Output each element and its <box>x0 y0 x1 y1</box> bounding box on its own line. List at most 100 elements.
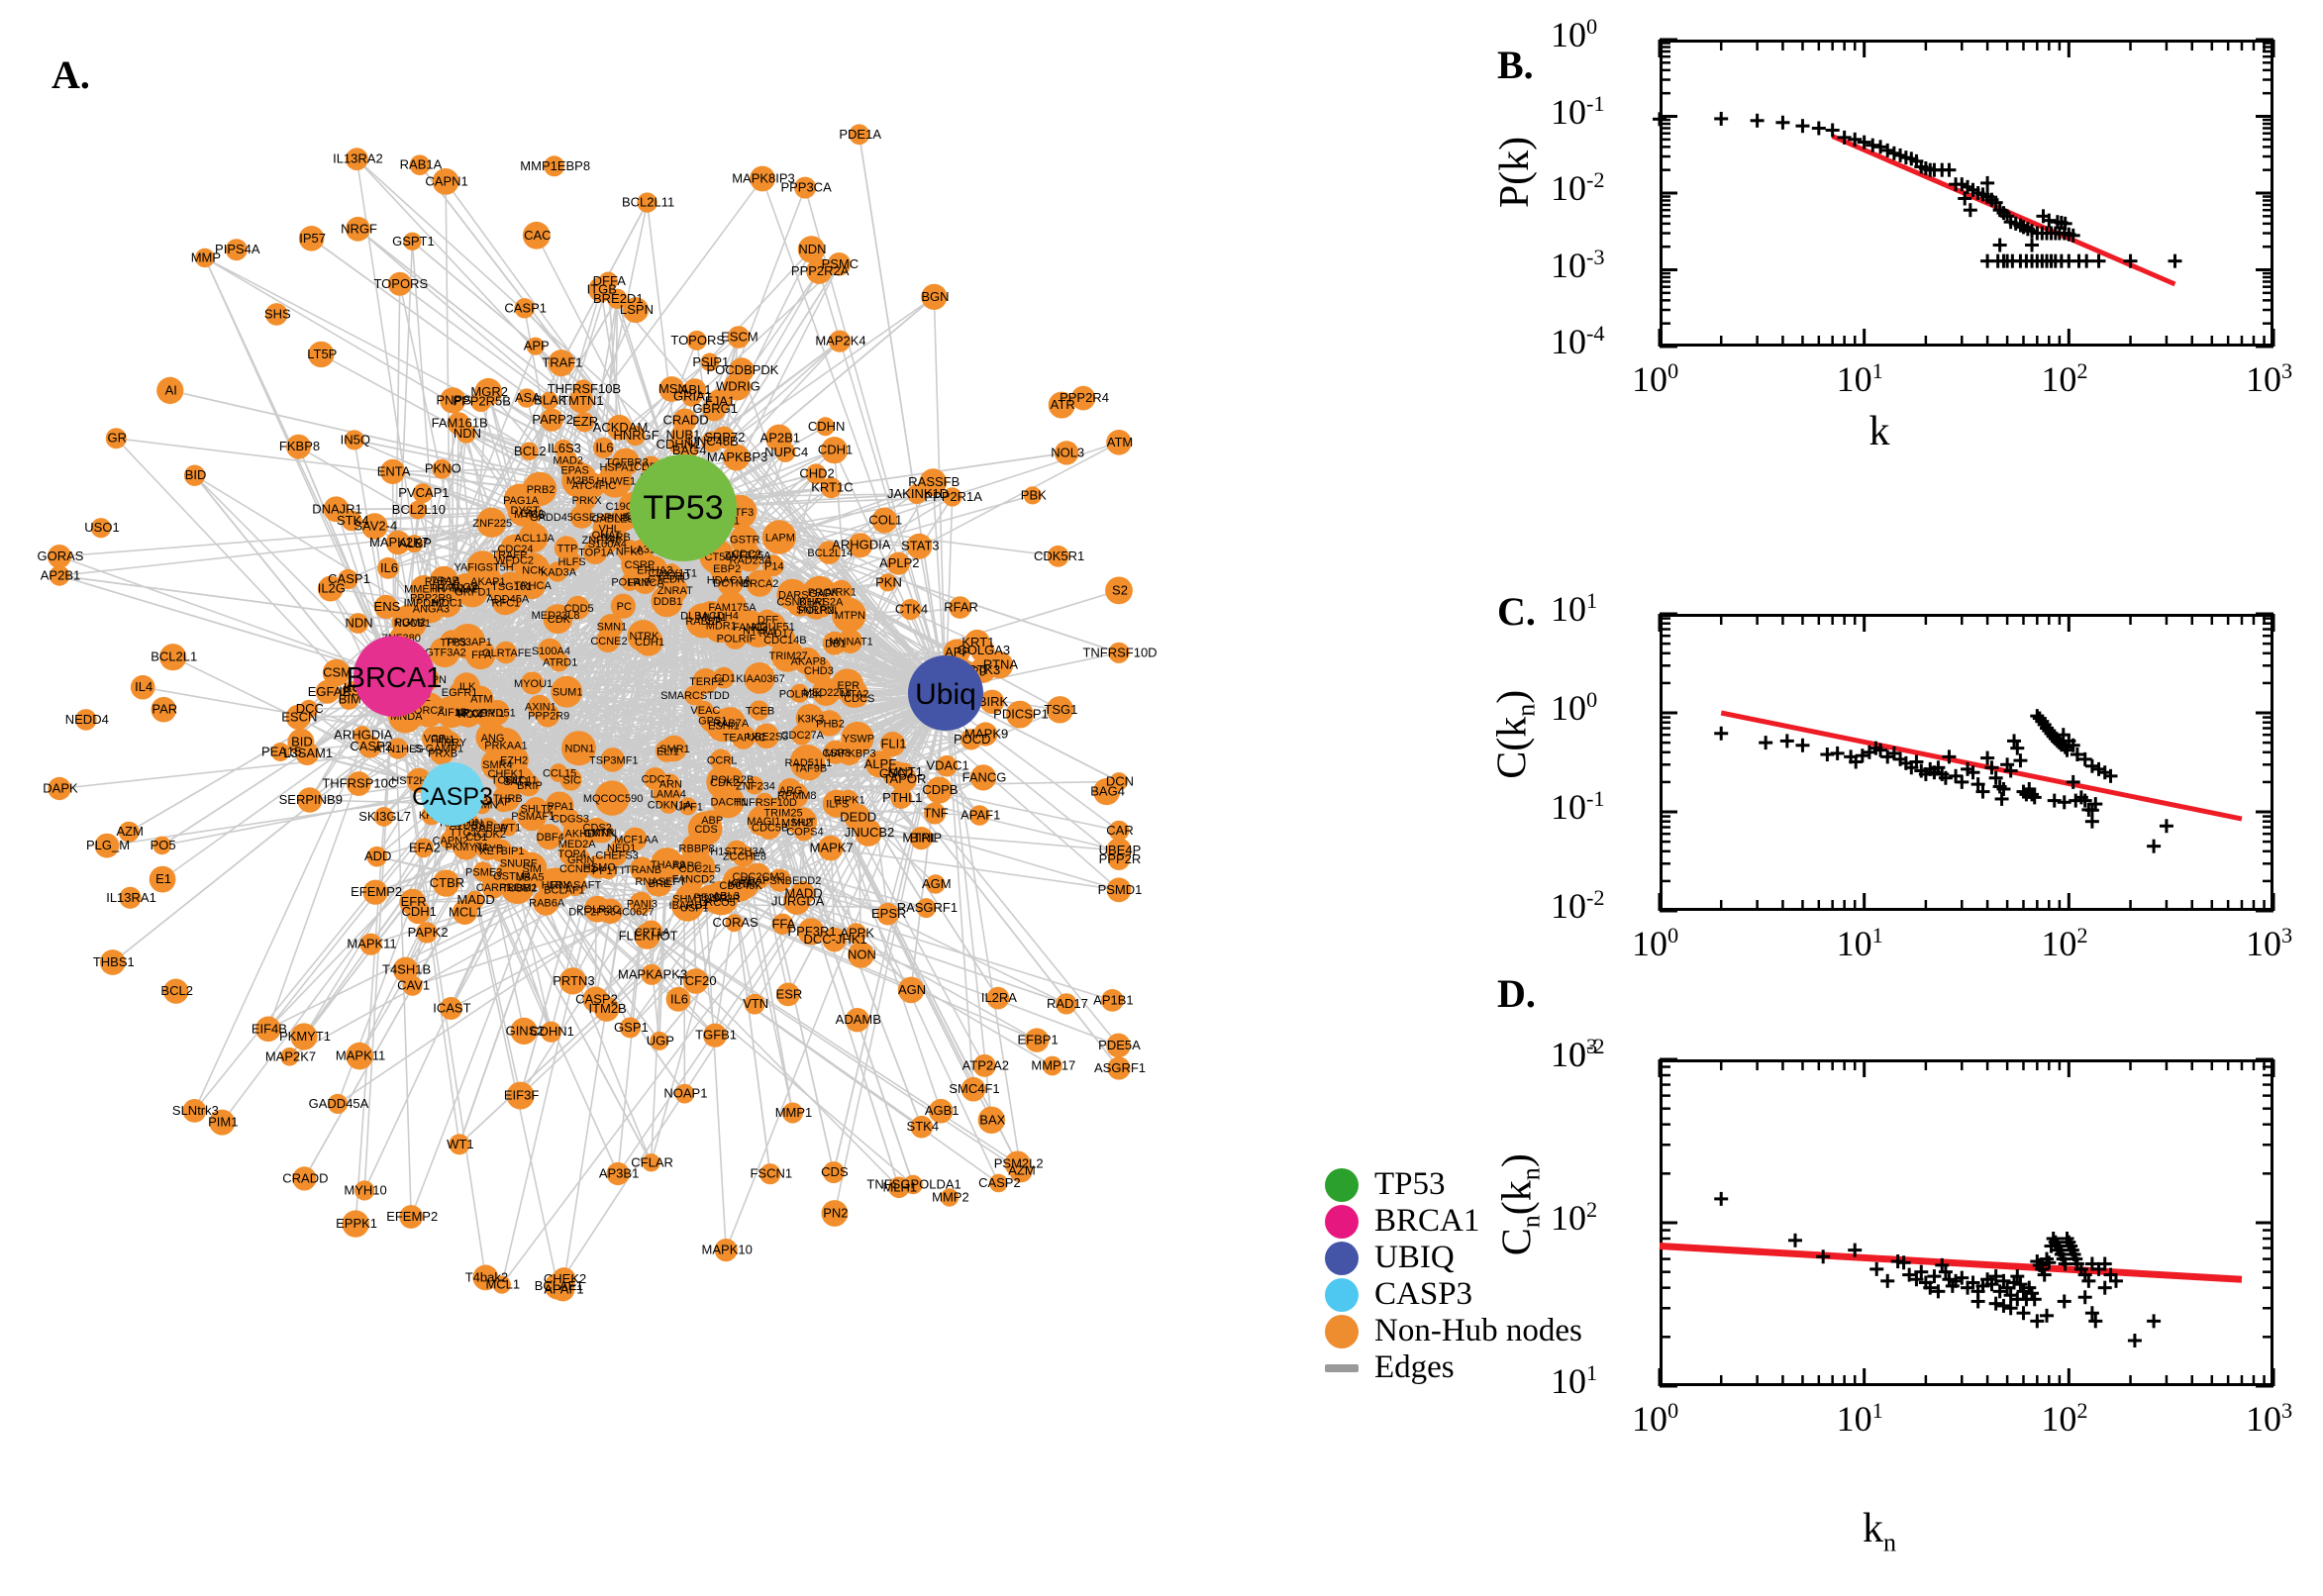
network-node[interactable] <box>373 594 398 620</box>
network-node[interactable] <box>916 898 937 919</box>
network-node[interactable] <box>562 816 596 849</box>
network-node[interactable] <box>344 430 364 450</box>
network-node[interactable] <box>767 868 792 892</box>
network-node[interactable] <box>75 709 97 731</box>
network-node[interactable] <box>554 536 579 560</box>
network-node[interactable] <box>604 844 628 866</box>
network-node[interactable] <box>789 745 826 780</box>
network-node[interactable] <box>163 978 189 1004</box>
network-node[interactable] <box>924 802 947 825</box>
network-node[interactable] <box>1093 778 1121 806</box>
network-node[interactable] <box>817 835 844 861</box>
network-node[interactable] <box>960 1076 986 1102</box>
hub-node-casp3[interactable] <box>421 762 484 826</box>
network-node[interactable] <box>1108 820 1130 842</box>
network-node[interactable] <box>906 533 933 559</box>
network-node[interactable] <box>373 807 394 827</box>
network-node[interactable] <box>414 838 434 858</box>
network-node[interactable] <box>629 891 654 915</box>
network-node[interactable] <box>583 895 611 923</box>
network-node[interactable] <box>598 271 618 291</box>
network-node[interactable] <box>816 417 836 437</box>
network-node[interactable] <box>713 666 735 689</box>
network-node[interactable] <box>805 463 827 485</box>
network-node[interactable] <box>346 1042 373 1070</box>
network-node[interactable] <box>90 518 112 539</box>
network-node[interactable] <box>848 533 873 558</box>
network-node[interactable] <box>298 226 325 251</box>
network-node[interactable] <box>265 303 288 326</box>
network-node[interactable] <box>821 437 849 464</box>
network-node[interactable] <box>551 675 583 708</box>
network-node[interactable] <box>972 1053 996 1077</box>
network-node[interactable] <box>684 898 703 917</box>
network-node[interactable] <box>465 890 485 910</box>
network-node[interactable] <box>315 679 340 704</box>
network-node[interactable] <box>750 165 775 192</box>
network-node[interactable] <box>641 963 662 985</box>
network-node[interactable] <box>1107 1056 1131 1080</box>
network-node[interactable] <box>1106 430 1132 455</box>
network-node[interactable] <box>714 707 746 739</box>
network-node[interactable] <box>449 1134 470 1155</box>
network-node[interactable] <box>456 575 488 608</box>
network-node[interactable] <box>714 1239 738 1262</box>
network-node[interactable] <box>821 1200 849 1227</box>
network-node[interactable] <box>839 789 858 809</box>
network-node[interactable] <box>680 866 705 891</box>
network-node[interactable] <box>1070 385 1096 411</box>
network-node[interactable] <box>346 771 371 796</box>
network-node[interactable] <box>782 1102 803 1124</box>
network-node[interactable] <box>526 337 545 355</box>
network-node[interactable] <box>726 840 749 862</box>
network-node[interactable] <box>536 703 560 728</box>
network-node[interactable] <box>532 889 559 916</box>
network-node[interactable] <box>703 1023 728 1047</box>
network-node[interactable] <box>832 597 866 633</box>
network-node[interactable] <box>348 613 368 634</box>
network-node[interactable] <box>412 483 433 504</box>
network-node[interactable] <box>630 856 655 882</box>
network-node[interactable] <box>1101 989 1124 1012</box>
network-node[interactable] <box>617 539 641 563</box>
network-node[interactable] <box>543 604 573 634</box>
network-node[interactable] <box>346 148 368 171</box>
network-node[interactable] <box>943 487 962 507</box>
network-node[interactable] <box>746 569 773 597</box>
network-node[interactable] <box>339 689 359 710</box>
network-node[interactable] <box>606 414 633 441</box>
network-node[interactable] <box>432 458 453 479</box>
network-node[interactable] <box>940 1188 960 1207</box>
network-node[interactable] <box>432 869 460 897</box>
network-node[interactable] <box>408 500 428 520</box>
network-node[interactable] <box>977 1106 1005 1135</box>
network-node[interactable] <box>709 748 733 771</box>
network-node[interactable] <box>544 155 565 177</box>
network-node[interactable] <box>391 604 428 640</box>
network-node[interactable] <box>820 477 842 499</box>
network-node[interactable] <box>593 996 620 1022</box>
network-node[interactable] <box>949 596 971 619</box>
network-node[interactable] <box>494 641 518 664</box>
network-node[interactable] <box>1023 486 1042 505</box>
network-node[interactable] <box>1105 576 1133 605</box>
network-node[interactable] <box>1106 1033 1131 1058</box>
network-node[interactable] <box>712 426 735 449</box>
network-node[interactable] <box>286 434 311 459</box>
network-node[interactable] <box>633 569 657 594</box>
network-node[interactable] <box>409 154 431 175</box>
network-node[interactable] <box>1046 696 1074 724</box>
network-node[interactable] <box>634 923 660 949</box>
network-node[interactable] <box>598 614 624 640</box>
network-node[interactable] <box>280 1047 299 1066</box>
network-node[interactable] <box>871 507 898 534</box>
network-node[interactable] <box>913 828 934 848</box>
network-node[interactable] <box>926 874 946 894</box>
network-node[interactable] <box>366 846 388 867</box>
network-node[interactable] <box>270 743 290 761</box>
network-node[interactable] <box>890 786 913 809</box>
network-node[interactable] <box>1047 545 1069 567</box>
network-node[interactable] <box>499 818 518 837</box>
network-node[interactable] <box>979 689 1005 714</box>
network-node[interactable] <box>520 442 539 461</box>
